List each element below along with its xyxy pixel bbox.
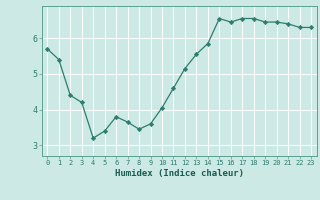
X-axis label: Humidex (Indice chaleur): Humidex (Indice chaleur) xyxy=(115,169,244,178)
